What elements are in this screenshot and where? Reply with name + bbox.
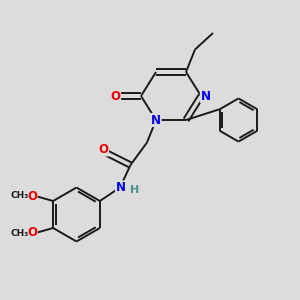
Text: O: O [27, 226, 37, 239]
Text: O: O [110, 89, 121, 103]
Text: N: N [116, 181, 126, 194]
Text: N: N [151, 113, 161, 127]
Text: O: O [98, 143, 109, 156]
Text: H: H [130, 185, 140, 195]
Text: CH₃: CH₃ [10, 229, 28, 238]
Text: CH₃: CH₃ [10, 191, 28, 200]
Text: O: O [27, 190, 37, 203]
Text: N: N [200, 89, 211, 103]
